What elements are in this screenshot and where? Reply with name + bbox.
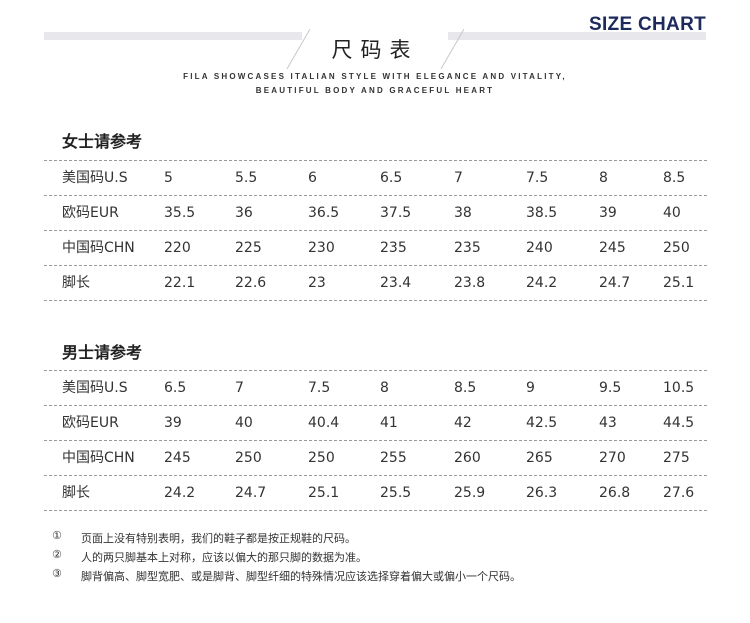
table-cell: 41: [380, 415, 398, 431]
subtitle-line-1: FILA SHOWCASES ITALIAN STYLE WITH ELEGAN…: [183, 72, 567, 81]
table-cell: 6.5: [380, 170, 403, 186]
table-cell: 23.4: [380, 275, 412, 291]
table-cell: 39: [164, 415, 182, 431]
table-cell: 36: [235, 205, 253, 221]
size-chart-label: SIZE CHART: [589, 14, 706, 35]
table-cell: 220: [164, 240, 191, 256]
table-cell: 26.3: [526, 485, 558, 501]
table-cell: 23: [308, 275, 326, 291]
table-cell: 250: [663, 240, 690, 256]
table-cell: 9: [526, 380, 535, 396]
row-label: 欧码EUR: [62, 415, 119, 431]
table-row: 欧码EUR 35.5 36 36.5 37.5 38 38.5 39 40: [44, 195, 707, 230]
table-cell: 43: [599, 415, 617, 431]
row-label: 中国码CHN: [62, 450, 135, 466]
table-row: 脚长 24.2 24.7 25.1 25.5 25.9 26.3 26.8 27…: [44, 475, 707, 511]
table-cell: 240: [526, 240, 553, 256]
page-title: 尺码表: [331, 38, 419, 62]
table-cell: 44.5: [663, 415, 695, 431]
banner-bar-right: [448, 32, 706, 40]
table-cell: 7: [235, 380, 244, 396]
table-cell: 275: [663, 450, 690, 466]
women-size-table: 美国码U.S 5 5.5 6 6.5 7 7.5 8 8.5 欧码EUR 35.…: [44, 160, 707, 301]
table-row: 中国码CHN 245 250 250 255 260 265 270 275: [44, 440, 707, 475]
table-cell: 8.5: [454, 380, 477, 396]
table-cell: 230: [308, 240, 335, 256]
note-marker: ③: [52, 567, 62, 580]
table-cell: 5.5: [235, 170, 258, 186]
table-cell: 265: [526, 450, 553, 466]
table-cell: 22.6: [235, 275, 267, 291]
note-text: 页面上没有特别表明，我们的鞋子都是按正规鞋的尺码。: [81, 532, 356, 545]
table-cell: 235: [380, 240, 407, 256]
subtitle-line-2: BEAUTIFUL BODY AND GRACEFUL HEART: [255, 86, 495, 95]
table-row: 中国码CHN 220 225 230 235 235 240 245 250: [44, 230, 707, 265]
table-cell: 40.4: [308, 415, 340, 431]
table-cell: 42.5: [526, 415, 558, 431]
table-cell: 23.8: [454, 275, 486, 291]
table-row: 美国码U.S 6.5 7 7.5 8 8.5 9 9.5 10.5: [44, 370, 707, 405]
note-text: 脚背偏高、脚型宽肥、或是脚背、脚型纤细的特殊情况应该选择穿着偏大或偏小一个尺码。: [81, 570, 521, 583]
row-label: 脚长: [62, 275, 90, 291]
table-cell: 36.5: [308, 205, 340, 221]
row-label: 美国码U.S: [62, 380, 128, 396]
table-cell: 25.1: [663, 275, 695, 291]
table-cell: 22.1: [164, 275, 196, 291]
table-cell: 5: [164, 170, 173, 186]
table-cell: 8: [380, 380, 389, 396]
table-cell: 7.5: [526, 170, 549, 186]
table-cell: 24.7: [599, 275, 631, 291]
table-cell: 24.2: [164, 485, 196, 501]
table-cell: 245: [599, 240, 626, 256]
table-cell: 8: [599, 170, 608, 186]
table-cell: 270: [599, 450, 626, 466]
table-cell: 245: [164, 450, 191, 466]
note-marker: ①: [52, 529, 62, 542]
table-cell: 25.1: [308, 485, 340, 501]
table-cell: 40: [663, 205, 681, 221]
row-label: 欧码EUR: [62, 205, 119, 221]
table-cell: 7.5: [308, 380, 331, 396]
note-text: 人的两只脚基本上对称，应该以偏大的那只脚的数据为准。: [81, 551, 367, 564]
table-row: 欧码EUR 39 40 40.4 41 42 42.5 43 44.5: [44, 405, 707, 440]
table-row: 美国码U.S 5 5.5 6 6.5 7 7.5 8 8.5: [44, 160, 707, 195]
men-section-title: 男士请参考: [62, 343, 143, 362]
table-cell: 27.6: [663, 485, 695, 501]
table-cell: 38: [454, 205, 472, 221]
table-cell: 250: [308, 450, 335, 466]
table-cell: 6.5: [164, 380, 187, 396]
table-cell: 225: [235, 240, 262, 256]
row-label: 脚长: [62, 485, 90, 501]
row-label: 中国码CHN: [62, 240, 135, 256]
table-cell: 6: [308, 170, 317, 186]
table-cell: 38.5: [526, 205, 558, 221]
row-label: 美国码U.S: [62, 170, 128, 186]
table-cell: 9.5: [599, 380, 622, 396]
table-cell: 25.9: [454, 485, 486, 501]
table-cell: 7: [454, 170, 463, 186]
table-cell: 24.2: [526, 275, 558, 291]
table-cell: 260: [454, 450, 481, 466]
banner-bar-left: [44, 32, 302, 40]
women-section-title: 女士请参考: [62, 132, 143, 151]
table-cell: 26.8: [599, 485, 631, 501]
table-cell: 24.7: [235, 485, 267, 501]
table-cell: 250: [235, 450, 262, 466]
table-cell: 25.5: [380, 485, 412, 501]
table-cell: 235: [454, 240, 481, 256]
table-row: 脚长 22.1 22.6 23 23.4 23.8 24.2 24.7 25.1: [44, 265, 707, 301]
men-size-table: 美国码U.S 6.5 7 7.5 8 8.5 9 9.5 10.5 欧码EUR …: [44, 370, 707, 511]
table-cell: 10.5: [663, 380, 695, 396]
table-cell: 37.5: [380, 205, 412, 221]
table-cell: 35.5: [164, 205, 196, 221]
table-cell: 255: [380, 450, 407, 466]
note-marker: ②: [52, 548, 62, 561]
table-cell: 8.5: [663, 170, 686, 186]
table-cell: 39: [599, 205, 617, 221]
table-cell: 42: [454, 415, 472, 431]
table-cell: 40: [235, 415, 253, 431]
